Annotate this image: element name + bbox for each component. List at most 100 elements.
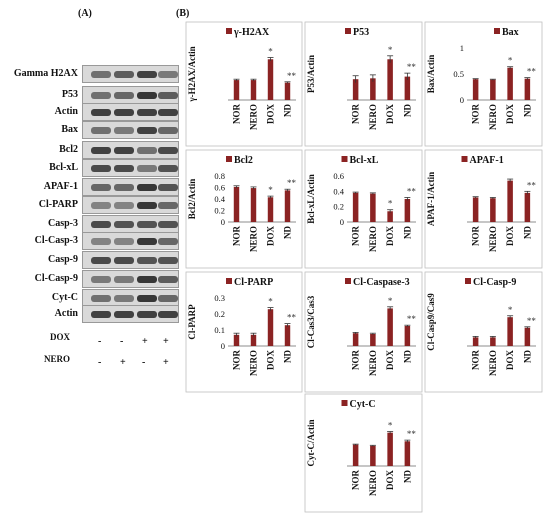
bar [370,78,376,100]
y-axis-label: Cl-Casp9/Cas9 [426,293,436,351]
blot-label: Cl-PARP [38,199,78,210]
blot-band [114,92,134,99]
blot-strip [82,251,179,269]
chart-title: Bcl2 [234,155,253,166]
blot-label: Bcl2 [59,144,78,155]
chart-frame [185,149,303,269]
y-tick-label: 0.2 [214,206,225,216]
x-tick-label: ND [283,226,293,239]
blot-band [158,295,178,302]
bar [284,325,291,346]
blot-band [114,165,134,172]
chart-panel: APAF-1 APAF-1/Actin NOR NERO DOX ** ND [424,149,543,269]
treatment-sign: - [98,336,102,347]
blot-band [91,295,111,302]
blot-band [91,238,111,245]
blot-band [91,165,111,172]
chart-frame [304,393,423,513]
chart-panel: Cl-PARP Cl-PARP 0 0.1 0.2 0.3 NOR NERO * DOX ** ND [185,271,303,393]
significance-label: * [388,296,393,306]
blot-strip [82,289,179,307]
blot-band [114,221,134,228]
blot-band [91,221,111,228]
significance-label: ** [527,316,537,326]
blot-band [91,311,111,318]
blot-strip [82,270,179,288]
blot-label: Actin [54,308,78,319]
blot-band [158,202,178,209]
bar [352,192,359,222]
blot-band [91,147,111,154]
bar [490,198,496,222]
significance-label: * [268,47,273,57]
bar [250,80,257,100]
blot-band [137,127,157,134]
legend-swatch [226,28,232,34]
x-tick-label: NERO [249,350,259,376]
x-tick-label: ND [522,226,532,239]
blot-label: Actin [54,106,78,117]
chart-panel: Bcl2 Bcl2/Actin 00.2 0.40.6 0.8 NOR NERO * DOX **… [185,149,303,269]
blot-strip [82,232,179,250]
blot-band [114,295,134,302]
x-tick-label: NOR [471,226,481,247]
bar [233,80,240,100]
x-tick-label: NOR [471,104,481,125]
chart-title: Cl-Casp-9 [473,277,516,288]
chart-title: Cl-PARP [234,277,273,288]
bar [370,334,376,346]
bar [404,326,411,346]
blot-band [137,238,157,245]
significance-label: ** [407,314,417,324]
y-tick-label: 0.4 [214,194,225,204]
bar [472,337,479,346]
blot-band [114,276,134,283]
blot-band [158,71,178,78]
chart-frame [304,149,423,269]
y-axis-label: Cyt-C/Actin [306,420,316,467]
x-tick-label: ND [283,350,293,363]
x-tick-label: NERO [249,226,259,252]
bar [352,79,359,100]
y-axis-label: Cl-PARP [187,304,197,340]
bar [524,192,531,222]
y-tick-label: 1 [460,43,464,53]
blot-band [137,165,157,172]
treatment-label: NERO [43,354,70,364]
blot-band [158,311,178,318]
chart-frame [185,21,303,147]
chart-panel: γ-H2AX γ-H2AX/Actin NOR NERO * DOX ** ND [185,21,303,147]
blot-band [91,71,111,78]
chart-panel: Cl-Caspase-3 Cl-Cas3/Cas3 NOR NERO * DOX ** ND [304,271,423,393]
treatment-sign: - [120,336,124,347]
x-tick-label: NOR [351,104,361,125]
x-tick-label: DOX [266,226,276,247]
significance-label: ** [527,67,537,77]
bar [284,190,291,222]
blot-band [158,165,178,172]
treatment-sign: - [142,357,146,368]
blot-band [158,238,178,245]
significance-label: ** [407,62,417,72]
chart-panel: Cl-Casp-9 Cl-Casp9/Cas9 NOR NERO * DOX ** ND [424,271,543,393]
y-tick-label: 0.4 [333,186,344,196]
blot-strip [82,196,179,214]
y-axis-label: Bcl2/Actin [187,179,197,220]
blot-band [91,202,111,209]
bar [250,188,257,222]
x-tick-label: ND [522,350,532,363]
x-tick-label: NERO [368,470,378,496]
x-tick-label: DOX [385,350,395,371]
treatment-label: DOX [50,332,70,342]
y-tick-label: 0.2 [333,202,344,212]
bar [490,79,496,100]
x-tick-label: NOR [351,226,361,247]
y-tick-label: 0.1 [214,325,225,335]
y-tick-label: 0.6 [214,183,225,193]
blot-strip [82,121,179,139]
blot-band [158,257,178,264]
blot-band [91,257,111,264]
significance-label: * [388,421,393,431]
y-tick-label: 0.8 [214,171,225,181]
blot-strip [82,215,179,233]
